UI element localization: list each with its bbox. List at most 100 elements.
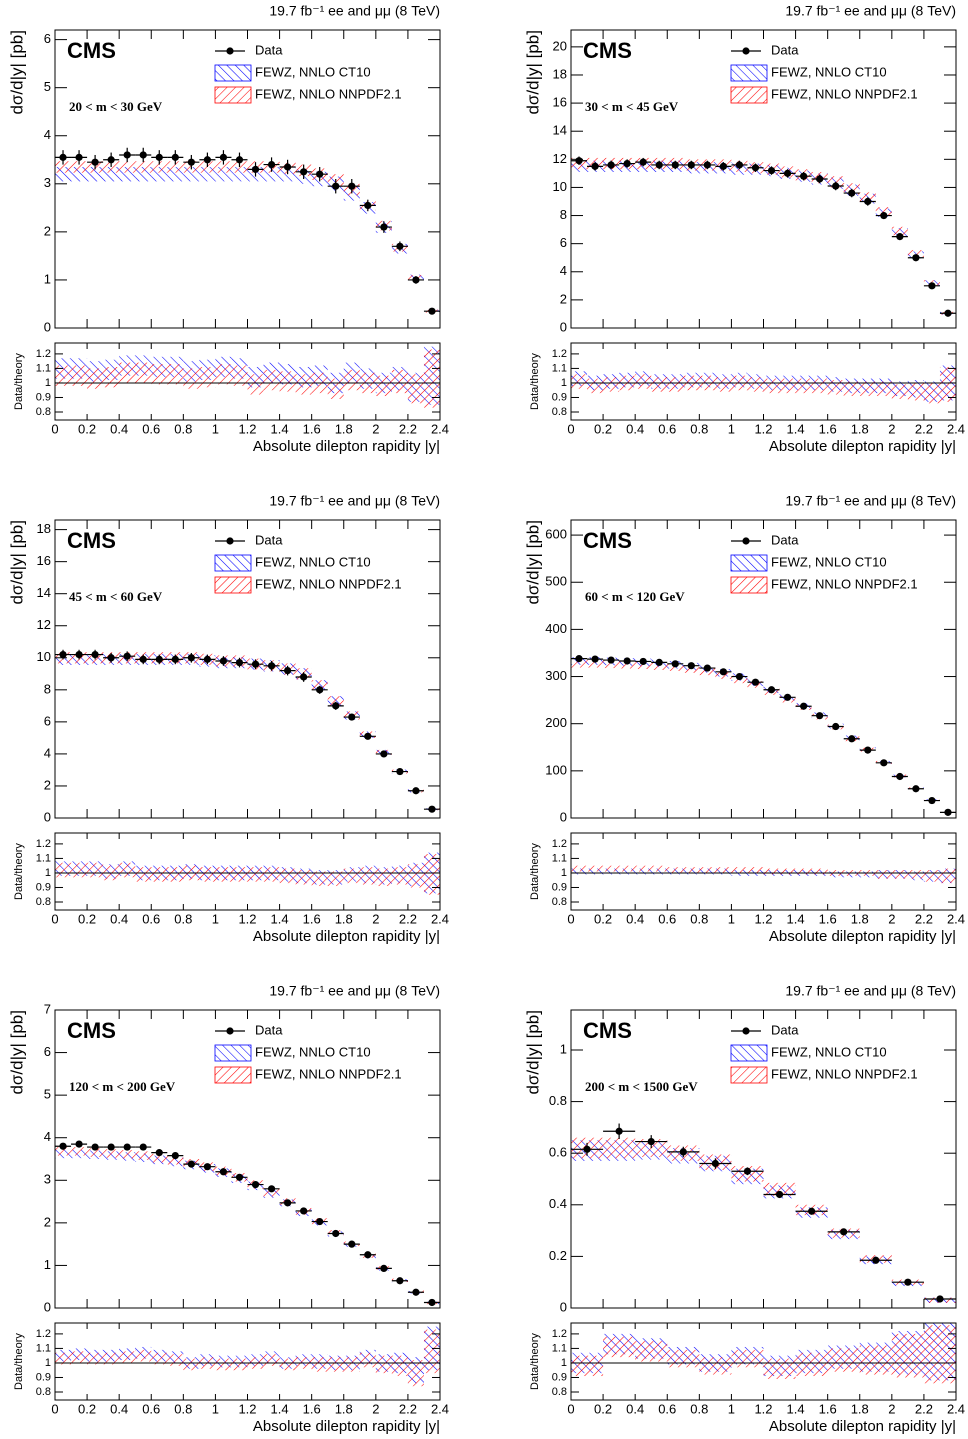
x-tick-label: 1.6 bbox=[303, 911, 321, 926]
theory-band bbox=[103, 366, 120, 388]
x-tick-label: 2.4 bbox=[431, 911, 449, 926]
data-point bbox=[872, 1256, 880, 1264]
theory-band bbox=[263, 867, 280, 882]
data-point bbox=[808, 1207, 816, 1215]
data-point bbox=[607, 161, 615, 169]
theory-band bbox=[151, 867, 168, 882]
theory-band bbox=[635, 661, 652, 669]
y-tick-label: 2 bbox=[44, 1214, 51, 1229]
cms-label: CMS bbox=[583, 1018, 632, 1043]
plot-area bbox=[571, 156, 956, 317]
y-axis-label: dσ/d|y| [pb] bbox=[523, 30, 542, 115]
data-point bbox=[219, 153, 228, 161]
theory-band bbox=[859, 381, 876, 397]
data-point bbox=[316, 170, 324, 178]
data-point bbox=[575, 655, 583, 663]
theory-band bbox=[651, 865, 668, 872]
y-tick-label: 0.9 bbox=[552, 881, 567, 893]
theory-band bbox=[279, 371, 296, 392]
theory-band bbox=[843, 381, 860, 397]
x-tick-label: 1.8 bbox=[335, 911, 353, 926]
y-tick-label: 1 bbox=[45, 377, 51, 389]
theory-band bbox=[667, 1349, 700, 1368]
x-tick-label: 1.6 bbox=[819, 911, 837, 926]
y-tick-label: 2 bbox=[44, 777, 51, 792]
data-point bbox=[267, 1185, 276, 1193]
y-tick-label: 18 bbox=[553, 66, 567, 81]
theory-band bbox=[907, 870, 924, 879]
plot-area bbox=[571, 655, 956, 816]
data-point bbox=[880, 759, 888, 767]
theory-band bbox=[87, 862, 104, 878]
legend-label: Data bbox=[771, 1022, 799, 1037]
theory-band bbox=[247, 867, 264, 882]
theory-band bbox=[375, 1355, 392, 1374]
data-point bbox=[348, 182, 356, 190]
y-tick-label: 0.2 bbox=[549, 1248, 567, 1263]
x-tick-label: 2.2 bbox=[915, 421, 933, 436]
theory-band bbox=[183, 1358, 200, 1371]
y-tick-label: 1.2 bbox=[552, 838, 567, 850]
theory-band bbox=[731, 1349, 764, 1368]
theory-band bbox=[939, 366, 956, 402]
y-tick-label: 8 bbox=[44, 681, 51, 696]
data-point bbox=[300, 168, 308, 176]
theory-band bbox=[779, 378, 796, 394]
y-tick-label: 7 bbox=[44, 1001, 51, 1016]
ratio-y-label: Data/theory bbox=[13, 843, 25, 900]
y-tick-label: 4 bbox=[560, 263, 567, 278]
data-point bbox=[912, 785, 920, 793]
x-tick-label: 2.2 bbox=[399, 421, 417, 436]
data-point bbox=[412, 276, 420, 284]
data-point bbox=[751, 164, 760, 172]
theory-band bbox=[715, 377, 732, 392]
x-tick-label: 2.2 bbox=[399, 911, 417, 926]
y-axis-label: dσ/d|y| [pb] bbox=[523, 1010, 542, 1095]
data-point bbox=[719, 162, 727, 170]
data-point bbox=[219, 657, 228, 665]
theory-band bbox=[215, 364, 232, 385]
data-point bbox=[332, 702, 340, 710]
data-point bbox=[428, 307, 436, 315]
data-point bbox=[428, 805, 436, 813]
cms-label: CMS bbox=[67, 1018, 116, 1043]
plot-area bbox=[55, 1326, 440, 1387]
theory-band bbox=[875, 207, 892, 216]
data-point bbox=[284, 163, 292, 171]
theory-band bbox=[699, 1357, 732, 1375]
x-tick-label: 1.2 bbox=[754, 421, 772, 436]
theory-band bbox=[119, 362, 136, 383]
theory-band bbox=[891, 870, 908, 879]
y-tick-label: 1.2 bbox=[36, 1328, 51, 1340]
theory-band bbox=[827, 380, 844, 395]
legend-label: FEWZ, NNLO CT10 bbox=[771, 64, 887, 79]
x-tick-label: 1 bbox=[212, 1401, 219, 1416]
data-point bbox=[679, 1148, 687, 1156]
data-point bbox=[735, 672, 744, 681]
x-tick-label: 2.4 bbox=[947, 1401, 965, 1416]
header: 19.7 fb⁻¹ ee and μμ (8 TeV) bbox=[269, 493, 440, 509]
data-point bbox=[655, 161, 663, 169]
y-tick-label: 6 bbox=[44, 1044, 51, 1059]
cms-label: CMS bbox=[67, 528, 116, 553]
theory-band bbox=[295, 374, 312, 395]
y-tick-label: 0.8 bbox=[552, 406, 567, 418]
x-tick-label: 0 bbox=[51, 421, 58, 436]
cms-label: CMS bbox=[583, 528, 632, 553]
x-tick-label: 0.8 bbox=[174, 421, 192, 436]
theory-band bbox=[795, 378, 812, 394]
x-tick-label: 1.2 bbox=[754, 1401, 772, 1416]
y-tick-label: 0 bbox=[560, 319, 567, 334]
header: 19.7 fb⁻¹ ee and μμ (8 TeV) bbox=[785, 3, 956, 19]
data-point bbox=[783, 169, 792, 177]
legend-marker bbox=[226, 1027, 234, 1035]
legend-swatch bbox=[214, 1044, 252, 1062]
x-tick-label: 2.4 bbox=[431, 421, 449, 436]
data-point bbox=[800, 702, 808, 710]
theory-band bbox=[811, 868, 828, 875]
ratio-y-label: Data/theory bbox=[529, 843, 541, 900]
x-tick-label: 0.8 bbox=[174, 1401, 192, 1416]
x-tick-label: 1.8 bbox=[335, 1401, 353, 1416]
legend-label: FEWZ, NNLO NNPDF2.1 bbox=[771, 86, 918, 101]
y-tick-label: 0.8 bbox=[36, 896, 51, 908]
